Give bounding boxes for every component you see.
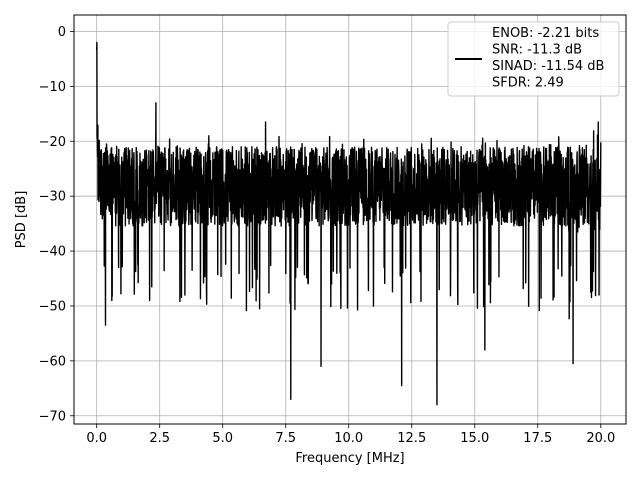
x-tick-label: 12.5 — [397, 431, 426, 446]
y-tick-label: −70 — [39, 409, 66, 424]
y-tick-label: −60 — [39, 354, 66, 369]
legend-entry-sinad: SINAD: -11.54 dB — [492, 59, 604, 74]
y-axis-label: PSD [dB] — [14, 191, 29, 249]
legend-entry-enob: ENOB: -2.21 bits — [492, 26, 599, 41]
y-tick-label: −20 — [39, 135, 66, 150]
y-tick-label: −10 — [39, 80, 66, 95]
x-tick-label: 15.0 — [460, 431, 489, 446]
legend: ENOB: -2.21 bits SNR: -11.3 dB SINAD: -1… — [447, 21, 620, 97]
y-tick-label: −30 — [39, 190, 66, 205]
x-tick-label: 5.0 — [212, 431, 233, 446]
x-axis-label: Frequency [MHz] — [295, 451, 404, 466]
x-tick-label: 2.5 — [149, 431, 170, 446]
y-tick-label: −40 — [39, 245, 66, 260]
x-tick-label: 10.0 — [334, 431, 363, 446]
ticks: 0.0 2.5 5.0 7.5 10.0 12.5 15.0 17.5 20.0 0 −10 −20 −… — [39, 25, 616, 446]
legend-entry-snr: SNR: -11.3 dB — [492, 43, 582, 58]
x-tick-label: 17.5 — [523, 431, 552, 446]
axes-frame — [73, 14, 627, 425]
plot-area — [95, 41, 602, 406]
y-tick-label: −50 — [39, 299, 66, 314]
x-tick-label: 0.0 — [86, 431, 107, 446]
psd-series-line — [95, 41, 602, 406]
legend-box — [447, 21, 620, 97]
y-tick-label: 0 — [58, 25, 66, 40]
x-tick-label: 7.5 — [275, 431, 296, 446]
legend-entry-sfdr: SFDR: 2.49 — [492, 76, 564, 91]
x-tick-label: 20.0 — [586, 431, 615, 446]
